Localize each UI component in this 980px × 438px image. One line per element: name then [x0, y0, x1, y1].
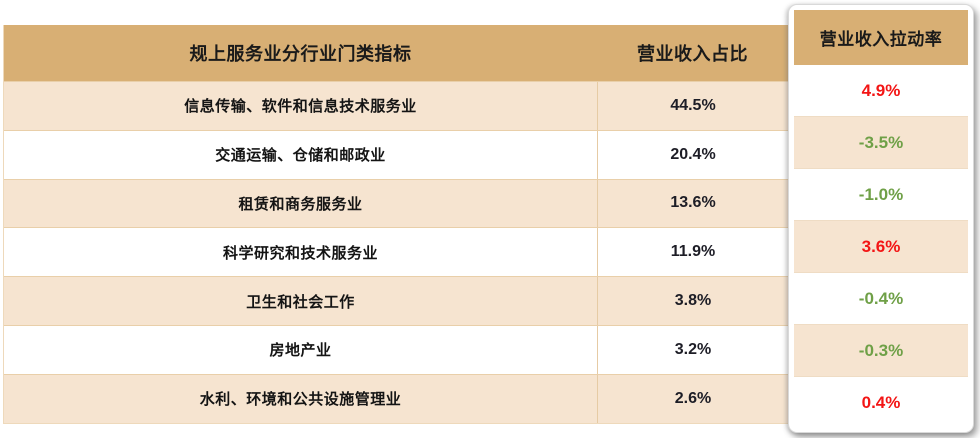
industry-label: 房地产业	[269, 342, 332, 360]
header-revenue-share: 营业收入占比	[637, 44, 748, 64]
share-value: 44.5%	[597, 82, 788, 130]
table-header-row: 规上服务业分行业门类指标 营业收入占比	[4, 25, 788, 81]
pull-rate-value: 3.6%	[794, 220, 968, 272]
table-row: 房地产业 3.2%	[4, 324, 788, 374]
table-row: 科学研究和技术服务业 11.9%	[4, 227, 788, 277]
pull-rate-value: -1.0%	[794, 168, 968, 220]
pull-rate-value: 4.9%	[794, 65, 968, 116]
table-row: 信息传输、软件和信息技术服务业 44.5%	[4, 81, 788, 130]
share-value: 13.6%	[597, 179, 788, 228]
share-value: 3.2%	[597, 325, 788, 374]
industry-label: 信息传输、软件和信息技术服务业	[184, 98, 417, 116]
table-row: 卫生和社会工作 3.8%	[4, 276, 788, 325]
industry-label: 科学研究和技术服务业	[222, 244, 378, 262]
header-pull-rate: 营业收入拉动率	[794, 10, 968, 65]
table-row: 租赁和商务服务业 13.6%	[4, 178, 788, 228]
pull-rate-body: 4.9% -3.5% -1.0% 3.6% -0.4% -0.3% 0.4%	[794, 65, 968, 428]
share-value: 3.8%	[597, 277, 788, 325]
industry-label: 交通运输、仓储和邮政业	[215, 147, 386, 165]
share-value: 20.4%	[597, 130, 788, 179]
pull-rate-value: -3.5%	[794, 116, 968, 168]
pull-rate-value: -0.4%	[794, 272, 968, 324]
pull-rate-value: 0.4%	[794, 376, 968, 428]
header-indicator: 规上服务业分行业门类指标	[189, 44, 412, 64]
pull-rate-highlight-panel: 营业收入拉动率 4.9% -3.5% -1.0% 3.6% -0.4% -0.3…	[788, 4, 974, 433]
pull-rate-value: -0.3%	[794, 324, 968, 376]
industry-indicator-table: 规上服务业分行业门类指标 营业收入占比 信息传输、软件和信息技术服务业 44.5…	[3, 25, 789, 424]
industry-label: 租赁和商务服务业	[238, 195, 363, 213]
industry-label: 卫生和社会工作	[246, 293, 355, 311]
table-row: 水利、环境和公共设施管理业 2.6%	[4, 373, 788, 423]
industry-label: 水利、环境和公共设施管理业	[199, 391, 402, 409]
share-value: 11.9%	[597, 228, 788, 277]
table-row: 交通运输、仓储和邮政业 20.4%	[4, 129, 788, 179]
share-value: 2.6%	[597, 374, 788, 423]
